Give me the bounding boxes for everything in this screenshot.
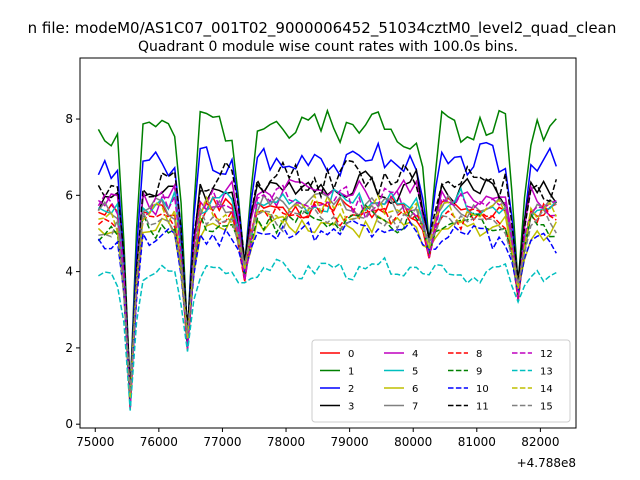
y-tick-label-2: 2: [65, 341, 73, 355]
series-line-8: [97, 199, 557, 410]
x-tick-label-75000: 75000: [76, 435, 114, 449]
figure-suptitle: n file: modeM0/AS1C07_001T02_9000006452_…: [28, 19, 617, 38]
x-tick-label-81000: 81000: [458, 435, 496, 449]
series-line-14: [98, 193, 557, 398]
legend-label-12: 12: [540, 349, 553, 360]
x-tick-label-77000: 77000: [203, 435, 241, 449]
x-axis-offset-label: +4.788e8: [517, 456, 576, 470]
legend-label-11: 11: [476, 402, 489, 413]
series-line-1: [97, 108, 557, 394]
legend-label-14: 14: [540, 384, 553, 395]
plot-area-frame: [79, 57, 577, 429]
y-tick-label-4: 4: [65, 265, 73, 279]
legend-label-4: 4: [412, 349, 418, 360]
legend-label-3: 3: [348, 402, 354, 413]
y-tick-label-0: 0: [65, 417, 73, 431]
legend-label-13: 13: [540, 367, 553, 378]
legend-label-1: 1: [348, 367, 354, 378]
series-line-5: [98, 186, 557, 403]
legend-label-5: 5: [412, 367, 418, 378]
series-line-15: [98, 202, 557, 393]
legend-label-15: 15: [540, 402, 553, 413]
y-tick-label-6: 6: [65, 188, 73, 202]
legend-label-8: 8: [476, 349, 482, 360]
legend-box: [311, 339, 571, 423]
legend-label-9: 9: [476, 367, 482, 378]
series-line-13: [98, 256, 557, 411]
legend-label-2: 2: [348, 384, 354, 395]
legend-label-6: 6: [412, 384, 418, 395]
x-tick-label-79000: 79000: [331, 435, 369, 449]
legend-label-0: 0: [348, 349, 354, 360]
x-tick-label-76000: 76000: [140, 435, 178, 449]
legend-label-10: 10: [476, 384, 489, 395]
x-tick-label-82000: 82000: [521, 435, 559, 449]
series-line-9: [97, 204, 557, 405]
x-tick-label-80000: 80000: [394, 435, 432, 449]
series-line-11: [97, 159, 558, 389]
y-tick-label-8: 8: [65, 112, 73, 126]
legend-label-7: 7: [412, 402, 418, 413]
x-tick-label-78000: 78000: [267, 435, 305, 449]
chart-title: Quadrant 0 module wise count rates with …: [138, 39, 518, 55]
series-line-12: [97, 184, 557, 409]
